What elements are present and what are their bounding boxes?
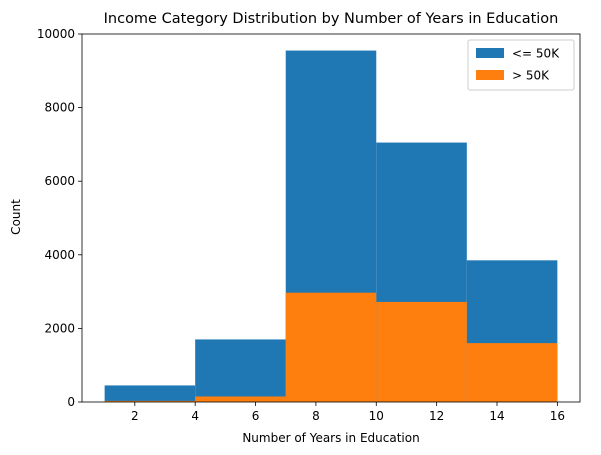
x-tick-label: 2 [131,409,139,423]
x-tick-label: 4 [191,409,199,423]
y-tick-label: 6000 [44,174,75,188]
bar-le-50k-1 [195,339,286,402]
x-tick-label: 10 [369,409,384,423]
legend-label: > 50K [512,69,550,83]
y-tick-label: 0 [67,395,75,409]
y-tick-label: 4000 [44,248,75,262]
bar-le-50k-0 [104,385,196,402]
bar-gt-50k-0 [104,400,196,402]
y-tick-label: 10000 [37,27,75,41]
chart-title: Income Category Distribution by Number o… [104,11,559,27]
legend-swatch [476,70,504,80]
legend-label: <= 50K [512,47,560,61]
legend: <= 50K > 50K [467,39,575,91]
x-axis-label: Number of Years in Education [242,431,419,445]
bar-gt-50k-2 [285,292,377,402]
y-axis-label: Count [9,199,23,235]
y-tick-label: 2000 [44,321,75,335]
bar-gt-50k-1 [195,396,286,402]
x-tick-label: 16 [550,409,565,423]
bar-gt-50k-4 [466,343,558,402]
bars-layer [104,50,558,403]
legend-swatch [476,48,504,58]
bar-gt-50k-3 [376,301,467,402]
axes-layer: 2 4 6 8 10 12 14 16 0 2000 4000 6000 8000 10000 [37,27,581,423]
x-tick-label: 8 [312,409,320,423]
x-tick-label: 12 [429,409,444,423]
y-tick-label: 8000 [44,101,75,115]
x-tick-label: 14 [489,409,504,423]
x-tick-label: 6 [252,409,260,423]
plot-frame [81,33,581,403]
